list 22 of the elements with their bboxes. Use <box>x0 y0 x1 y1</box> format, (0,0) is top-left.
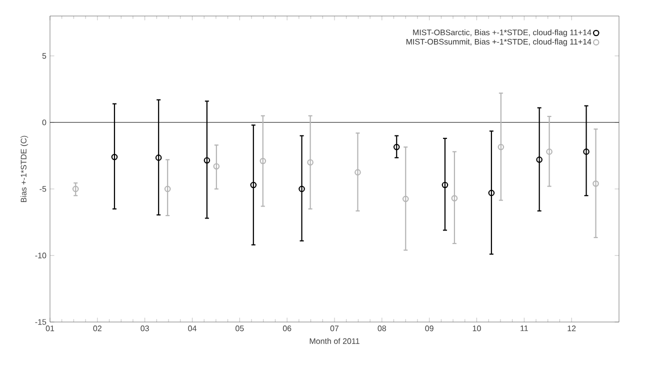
x-tick-label: 12 <box>568 326 576 332</box>
x-tick-label: 06 <box>282 326 292 332</box>
legend-label: MIST-OBSarctic, Bias +-1*STDE, cloud-flag 11+14 <box>413 29 592 37</box>
y-axis-title: Bias +-1*STDE (C) <box>20 136 28 202</box>
x-axis-title: Month of 2011 <box>310 338 360 344</box>
y-tick-label: -10 <box>35 252 46 258</box>
point <box>72 186 79 192</box>
y-tick-label: 0 <box>42 120 46 126</box>
x-tick-label: 07 <box>330 326 339 332</box>
y-tick-label: -5 <box>40 186 46 192</box>
x-tick-label: 10 <box>472 326 481 332</box>
x-tick-label: 01 <box>46 326 54 332</box>
legend-label: MIST-OBSsummit, Bias +-1*STDE, cloud-flag 11+14 <box>406 38 592 46</box>
x-tick-label: 04 <box>188 326 196 332</box>
x-tick-label: 08 <box>378 326 386 332</box>
y-tick-label: -15 <box>35 319 46 325</box>
x-tick-label: 05 <box>236 326 244 332</box>
x-tick-label: 09 <box>425 326 434 332</box>
y-tick-label: 5 <box>42 53 46 59</box>
x-tick-label: 11 <box>520 326 528 332</box>
x-tick-label: 03 <box>140 326 149 332</box>
x-tick-label: 02 <box>93 326 102 332</box>
